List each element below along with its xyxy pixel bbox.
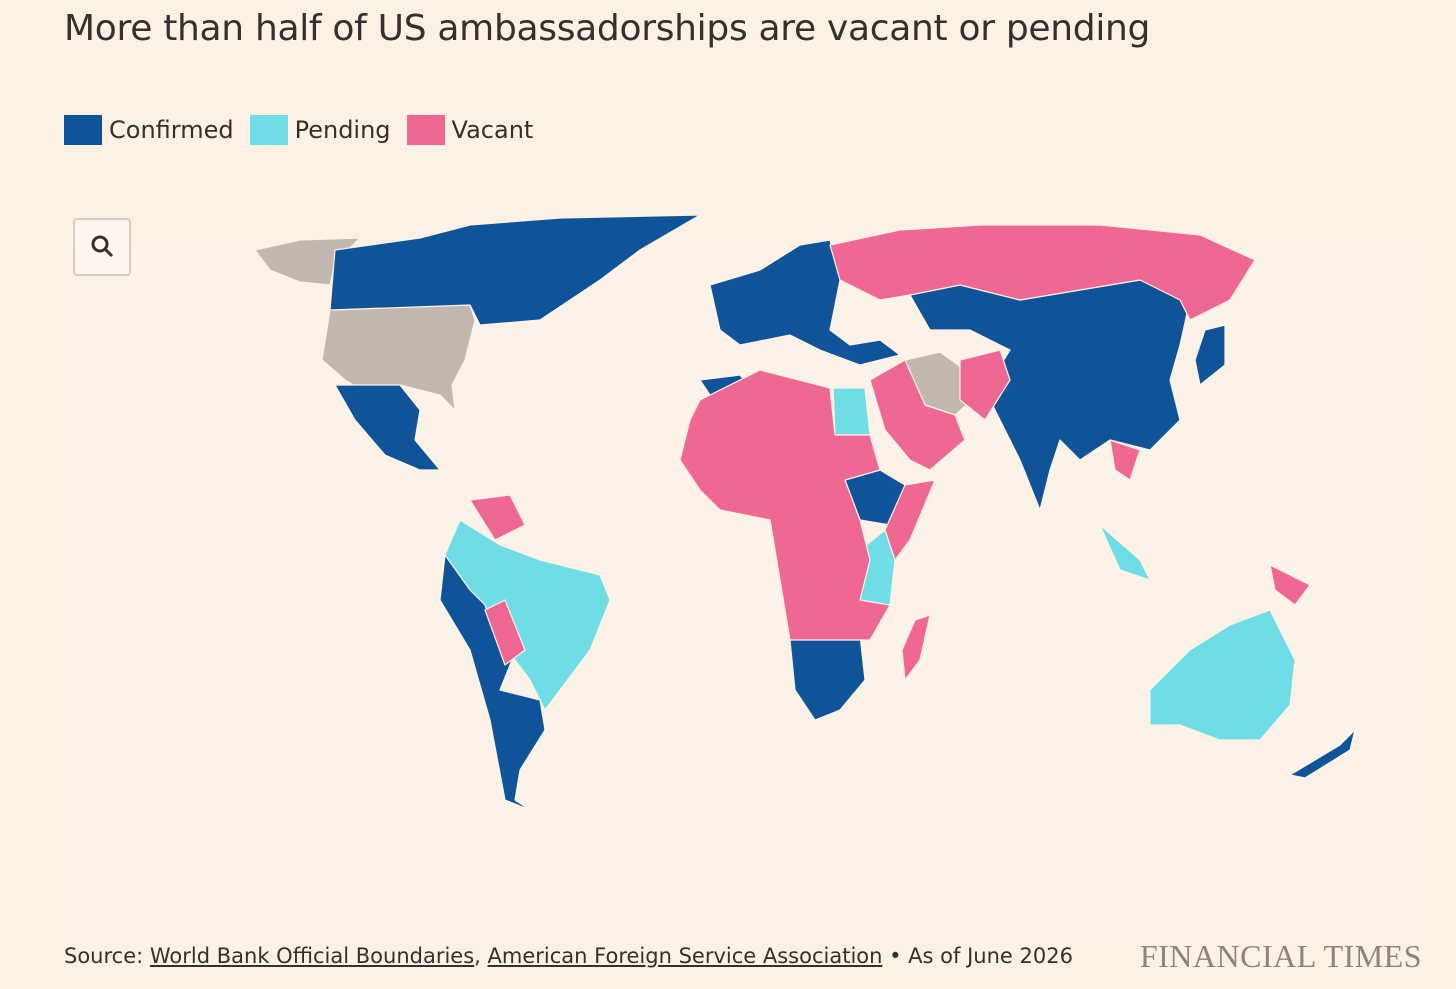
- world-map: [64, 214, 1426, 940]
- legend-swatch: [406, 115, 445, 145]
- separator: ,: [474, 944, 481, 968]
- country: [444, 519, 611, 711]
- country: [484, 599, 526, 666]
- country: [329, 214, 701, 326]
- legend: Confirmed Pending Vacant: [64, 115, 533, 145]
- legend-item: Pending: [249, 115, 391, 145]
- country: [901, 614, 931, 681]
- country: [469, 494, 526, 541]
- country: [1149, 609, 1296, 741]
- source-link[interactable]: American Foreign Service Association: [487, 944, 883, 968]
- legend-label: Vacant: [451, 116, 534, 144]
- legend-item: Vacant: [406, 115, 534, 145]
- country: [679, 369, 891, 641]
- country: [829, 224, 1256, 321]
- legend-item: Confirmed: [64, 115, 234, 145]
- source: Source: World Bank Official Boundaries, …: [64, 944, 1073, 968]
- legend-swatch: [249, 115, 288, 145]
- source-note: • As of June 2026: [889, 944, 1073, 968]
- country: [1269, 564, 1311, 606]
- country: [709, 239, 901, 366]
- country: [959, 349, 1011, 421]
- country: [1289, 729, 1356, 779]
- zoom-button[interactable]: [73, 218, 131, 276]
- country: [321, 304, 476, 411]
- brand-logo: FINANCIAL TIMES: [1139, 938, 1422, 974]
- legend-swatch: [64, 115, 102, 145]
- search-icon: [91, 235, 114, 257]
- source-link[interactable]: World Bank Official Boundaries: [149, 944, 475, 968]
- country: [869, 359, 966, 471]
- country: [884, 479, 936, 561]
- country: [832, 387, 871, 436]
- country: [1099, 524, 1151, 581]
- title: More than half of US ambassadorships are…: [64, 8, 1151, 49]
- source-prefix: Source:: [64, 944, 144, 968]
- country: [1109, 439, 1141, 481]
- legend-label: Pending: [294, 116, 391, 144]
- country: [1194, 324, 1226, 386]
- country: [334, 384, 441, 471]
- legend-label: Confirmed: [109, 116, 234, 144]
